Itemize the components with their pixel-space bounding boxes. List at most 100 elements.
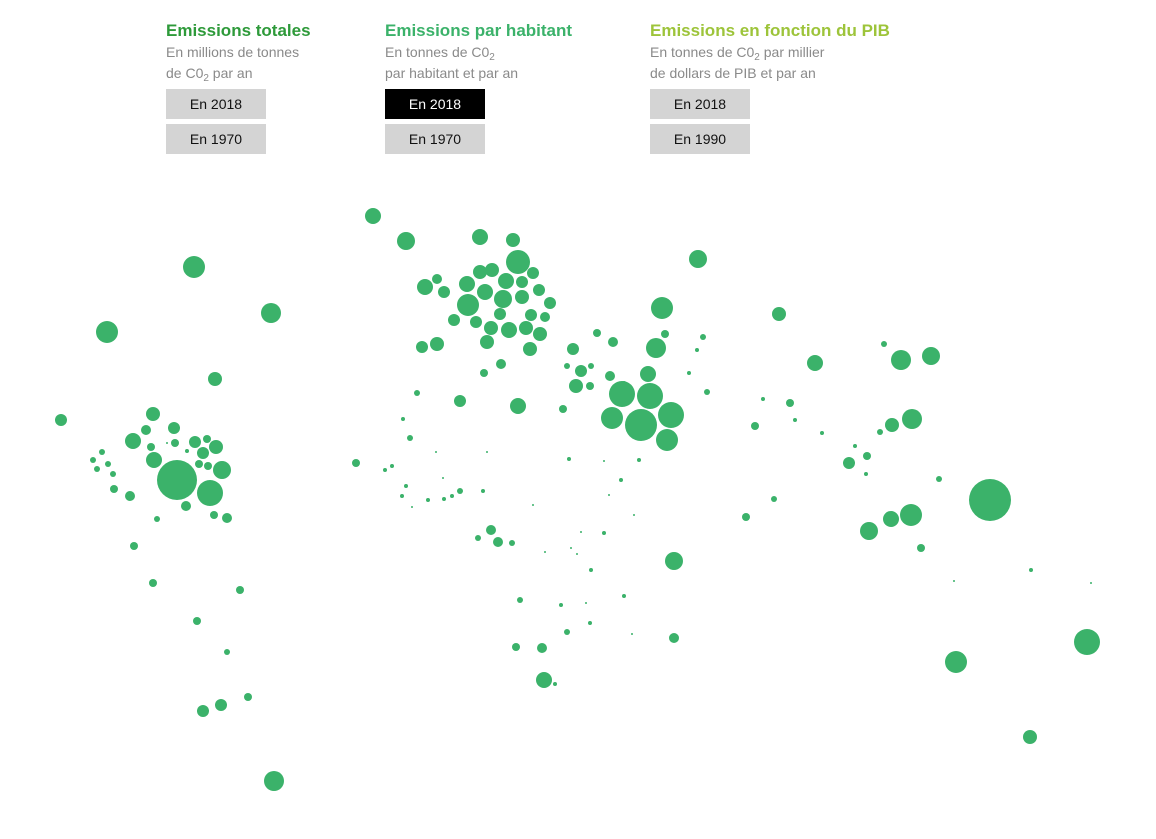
- country-bubble[interactable]: [264, 771, 284, 791]
- country-bubble[interactable]: [516, 276, 528, 288]
- country-bubble[interactable]: [527, 267, 539, 279]
- country-bubble[interactable]: [208, 372, 222, 386]
- country-bubble[interactable]: [567, 457, 571, 461]
- country-bubble[interactable]: [533, 284, 545, 296]
- country-bubble[interactable]: [544, 551, 546, 553]
- country-bubble[interactable]: [193, 617, 201, 625]
- country-bubble[interactable]: [532, 504, 534, 506]
- country-bubble[interactable]: [704, 389, 710, 395]
- country-bubble[interactable]: [414, 390, 420, 396]
- country-bubble[interactable]: [494, 290, 512, 308]
- country-bubble[interactable]: [197, 480, 223, 506]
- country-bubble[interactable]: [786, 399, 794, 407]
- country-bubble[interactable]: [459, 276, 475, 292]
- country-bubble[interactable]: [622, 594, 626, 598]
- country-bubble[interactable]: [472, 229, 488, 245]
- country-bubble[interactable]: [90, 457, 96, 463]
- country-bubble[interactable]: [417, 279, 433, 295]
- country-bubble[interactable]: [475, 535, 481, 541]
- country-bubble[interactable]: [171, 439, 179, 447]
- country-bubble[interactable]: [609, 381, 635, 407]
- country-bubble[interactable]: [215, 699, 227, 711]
- country-bubble[interactable]: [564, 363, 570, 369]
- country-bubble[interactable]: [603, 460, 605, 462]
- country-bubble[interactable]: [195, 460, 203, 468]
- country-bubble[interactable]: [553, 682, 557, 686]
- country-bubble[interactable]: [619, 478, 623, 482]
- country-bubble[interactable]: [146, 407, 160, 421]
- country-bubble[interactable]: [601, 407, 623, 429]
- country-bubble[interactable]: [365, 208, 381, 224]
- country-bubble[interactable]: [141, 425, 151, 435]
- country-bubble[interactable]: [352, 459, 360, 467]
- country-bubble[interactable]: [209, 440, 223, 454]
- gdp-2018-button[interactable]: En 2018: [650, 89, 750, 119]
- country-bubble[interactable]: [885, 418, 899, 432]
- country-bubble[interactable]: [877, 429, 883, 435]
- country-bubble[interactable]: [637, 383, 663, 409]
- country-bubble[interactable]: [448, 314, 460, 326]
- country-bubble[interactable]: [430, 337, 444, 351]
- country-bubble[interactable]: [168, 422, 180, 434]
- country-bubble[interactable]: [99, 449, 105, 455]
- country-bubble[interactable]: [157, 460, 197, 500]
- country-bubble[interactable]: [149, 579, 157, 587]
- country-bubble[interactable]: [576, 553, 578, 555]
- country-bubble[interactable]: [416, 341, 428, 353]
- country-bubble[interactable]: [236, 586, 244, 594]
- country-bubble[interactable]: [496, 359, 506, 369]
- country-bubble[interactable]: [189, 436, 201, 448]
- country-bubble[interactable]: [646, 338, 666, 358]
- country-bubble[interactable]: [751, 422, 759, 430]
- country-bubble[interactable]: [397, 232, 415, 250]
- country-bubble[interactable]: [843, 457, 855, 469]
- country-bubble[interactable]: [442, 497, 446, 501]
- country-bubble[interactable]: [203, 435, 211, 443]
- country-bubble[interactable]: [860, 522, 878, 540]
- country-bubble[interactable]: [1074, 629, 1100, 655]
- country-bubble[interactable]: [213, 461, 231, 479]
- country-bubble[interactable]: [486, 451, 488, 453]
- country-bubble[interactable]: [166, 442, 168, 444]
- country-bubble[interactable]: [637, 458, 641, 462]
- country-bubble[interactable]: [480, 335, 494, 349]
- country-bubble[interactable]: [130, 542, 138, 550]
- country-bubble[interactable]: [945, 651, 967, 673]
- country-bubble[interactable]: [1023, 730, 1037, 744]
- country-bubble[interactable]: [864, 472, 868, 476]
- country-bubble[interactable]: [807, 355, 823, 371]
- country-bubble[interactable]: [1029, 568, 1033, 572]
- country-bubble[interactable]: [902, 409, 922, 429]
- country-bubble[interactable]: [936, 476, 942, 482]
- country-bubble[interactable]: [477, 284, 493, 300]
- country-bubble[interactable]: [585, 602, 587, 604]
- country-bubble[interactable]: [820, 431, 824, 435]
- country-bubble[interactable]: [742, 513, 750, 521]
- country-bubble[interactable]: [383, 468, 387, 472]
- country-bubble[interactable]: [224, 649, 230, 655]
- country-bubble[interactable]: [110, 471, 116, 477]
- country-bubble[interactable]: [640, 366, 656, 382]
- country-bubble[interactable]: [525, 309, 537, 321]
- country-bubble[interactable]: [536, 672, 552, 688]
- country-bubble[interactable]: [400, 494, 404, 498]
- country-bubble[interactable]: [608, 494, 610, 496]
- country-bubble[interactable]: [512, 643, 520, 651]
- country-bubble[interactable]: [633, 514, 635, 516]
- country-bubble[interactable]: [55, 414, 67, 426]
- country-bubble[interactable]: [559, 405, 567, 413]
- country-bubble[interactable]: [426, 498, 430, 502]
- country-bubble[interactable]: [185, 449, 189, 453]
- country-bubble[interactable]: [665, 552, 683, 570]
- country-bubble[interactable]: [457, 488, 463, 494]
- country-bubble[interactable]: [94, 466, 100, 472]
- country-bubble[interactable]: [390, 464, 394, 468]
- country-bubble[interactable]: [442, 477, 444, 479]
- country-bubble[interactable]: [602, 531, 606, 535]
- country-bubble[interactable]: [922, 347, 940, 365]
- country-bubble[interactable]: [863, 452, 871, 460]
- country-bubble[interactable]: [883, 511, 899, 527]
- country-bubble[interactable]: [625, 409, 657, 441]
- country-bubble[interactable]: [575, 365, 587, 377]
- country-bubble[interactable]: [559, 603, 563, 607]
